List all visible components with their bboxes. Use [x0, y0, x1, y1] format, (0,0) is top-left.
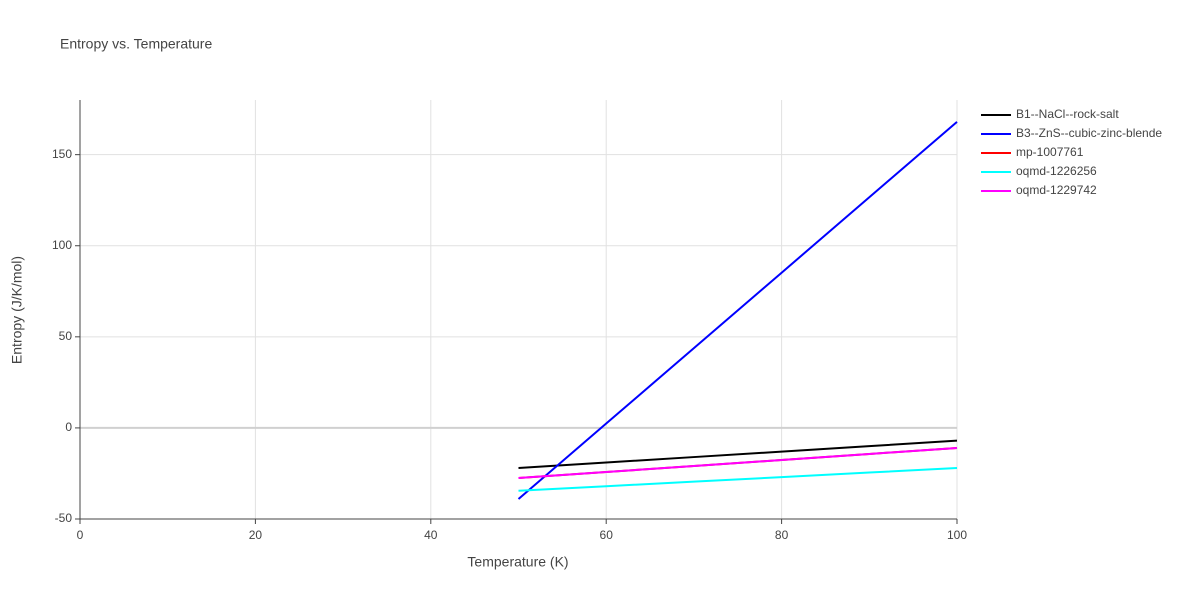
x-tick-label: 20 — [249, 528, 263, 542]
legend-label: mp-1007761 — [1016, 145, 1084, 159]
legend-label: oqmd-1229742 — [1016, 183, 1097, 197]
y-axis-title: Entropy (J/K/mol) — [9, 256, 25, 364]
x-axis-title: Temperature (K) — [467, 554, 568, 570]
y-tick-label: 0 — [65, 420, 72, 434]
x-tick-label: 40 — [424, 528, 438, 542]
y-tick-label: 100 — [52, 238, 72, 252]
x-tick-label: 60 — [600, 528, 614, 542]
series-line — [517, 121, 958, 500]
y-tick-label: -50 — [55, 511, 73, 525]
series-line — [518, 466, 958, 492]
series-line — [518, 439, 958, 469]
legend-label: B3--ZnS--cubic-zinc-blende — [1016, 126, 1162, 140]
legend-label: B1--NaCl--rock-salt — [1016, 107, 1119, 121]
x-tick-label: 0 — [77, 528, 84, 542]
legend-label: oqmd-1226256 — [1016, 164, 1097, 178]
x-tick-label: 80 — [775, 528, 789, 542]
x-tick-label: 100 — [947, 528, 967, 542]
y-tick-label: 50 — [59, 329, 73, 343]
y-tick-label: 150 — [52, 147, 72, 161]
chart-title: Entropy vs. Temperature — [60, 36, 212, 52]
series-line — [518, 446, 958, 480]
